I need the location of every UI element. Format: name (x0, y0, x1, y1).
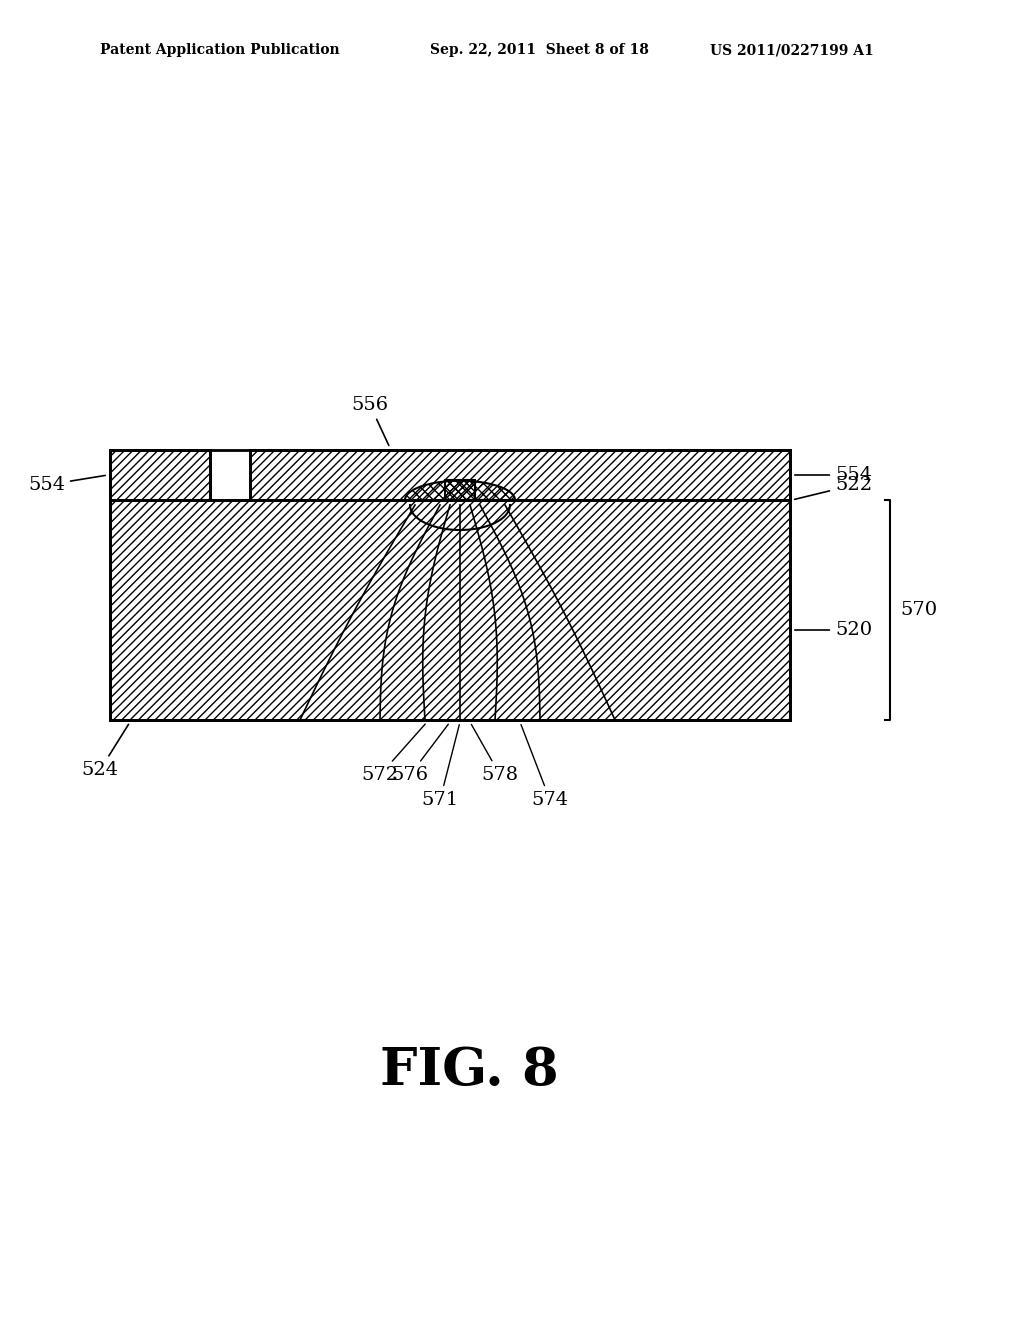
Bar (250, 450, 790, 500)
Text: 520: 520 (795, 620, 872, 639)
Text: US 2011/0227199 A1: US 2011/0227199 A1 (710, 44, 873, 57)
Text: 556: 556 (351, 396, 389, 445)
Text: 522: 522 (795, 477, 872, 499)
Text: 571: 571 (422, 725, 460, 809)
Text: 554: 554 (795, 466, 872, 484)
Text: 524: 524 (82, 725, 129, 779)
Text: 578: 578 (471, 725, 518, 784)
Text: FIG. 8: FIG. 8 (380, 1044, 559, 1096)
Text: Sep. 22, 2011  Sheet 8 of 18: Sep. 22, 2011 Sheet 8 of 18 (430, 44, 649, 57)
Bar (110, 500, 790, 719)
Text: 576: 576 (391, 725, 449, 784)
Bar (445, 480, 475, 500)
Bar (110, 450, 210, 500)
Text: Patent Application Publication: Patent Application Publication (100, 44, 340, 57)
Text: 572: 572 (361, 725, 425, 784)
Text: 574: 574 (521, 725, 568, 809)
Text: 554: 554 (28, 475, 105, 494)
Text: 570: 570 (900, 601, 937, 619)
